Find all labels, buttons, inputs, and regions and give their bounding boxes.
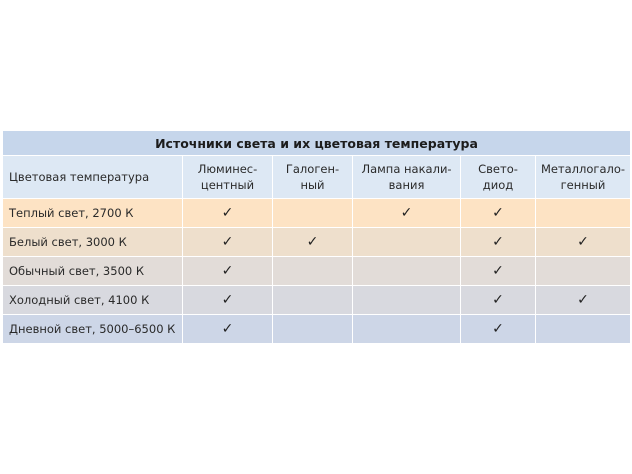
table-row: Теплый свет, 2700 К ✓ ✓ ✓ [2,198,631,228]
table-cell: ✓ [182,227,273,257]
light-sources-table: Источники света и их цветовая температур… [2,130,631,344]
table-cell: ✓ [182,285,273,315]
column-header: Лампа накали- вания [352,155,461,199]
table-cell: ✓ [460,198,536,228]
table-cell: ✓ [182,198,273,228]
column-header: Металлогало- генный [535,155,631,199]
checkmark-icon: ✓ [306,234,319,250]
table-cell [272,198,353,228]
checkmark-icon: ✓ [221,321,234,337]
table-cell: ✓ [460,227,536,257]
table-row: Обычный свет, 3500 К ✓ ✓ [2,256,631,286]
table-cell: ✓ [272,227,353,257]
checkmark-icon: ✓ [221,263,234,279]
table-cell: ✓ [182,256,273,286]
table-cell: ✓ [460,285,536,315]
table-cell: ✓ [460,256,536,286]
table-cell: ✓ [535,227,631,257]
row-label: Обычный свет, 3500 К [2,256,183,286]
row-label: Дневной свет, 5000–6500 К [2,314,183,344]
column-header: Цветовая температура [2,155,183,199]
column-header: Галоген- ный [272,155,353,199]
checkmark-icon: ✓ [492,263,504,279]
column-header: Свето- диод [460,155,536,199]
checkmark-icon: ✓ [400,205,413,221]
checkmark-icon: ✓ [492,234,504,250]
table-cell [272,314,353,344]
table-cell: ✓ [352,198,461,228]
table-cell [535,256,631,286]
table-cell: ✓ [460,314,536,344]
table-cell [535,198,631,228]
checkmark-icon: ✓ [221,234,234,250]
table-cell [352,227,461,257]
table-title: Источники света и их цветовая температур… [2,130,631,156]
row-label: Холодный свет, 4100 К [2,285,183,315]
table-cell: ✓ [182,314,273,344]
table-cell [272,285,353,315]
table-cell [535,314,631,344]
row-label: Теплый свет, 2700 К [2,198,183,228]
table-cell: ✓ [535,285,631,315]
table-row: Холодный свет, 4100 К ✓ ✓ ✓ [2,285,631,315]
checkmark-icon: ✓ [492,292,504,308]
table-row: Дневной свет, 5000–6500 К ✓ ✓ [2,314,631,344]
table-cell [272,256,353,286]
table-cell [352,314,461,344]
table-cell [352,256,461,286]
checkmark-icon: ✓ [221,205,234,221]
table-cell [352,285,461,315]
row-label: Белый свет, 3000 К [2,227,183,257]
checkmark-icon: ✓ [221,292,234,308]
column-header: Люминес- центный [182,155,273,199]
checkmark-icon: ✓ [492,205,504,221]
checkmark-icon: ✓ [577,234,589,250]
checkmark-icon: ✓ [492,321,504,337]
table-row: Белый свет, 3000 К ✓ ✓ ✓ ✓ [2,227,631,257]
checkmark-icon: ✓ [577,292,589,308]
